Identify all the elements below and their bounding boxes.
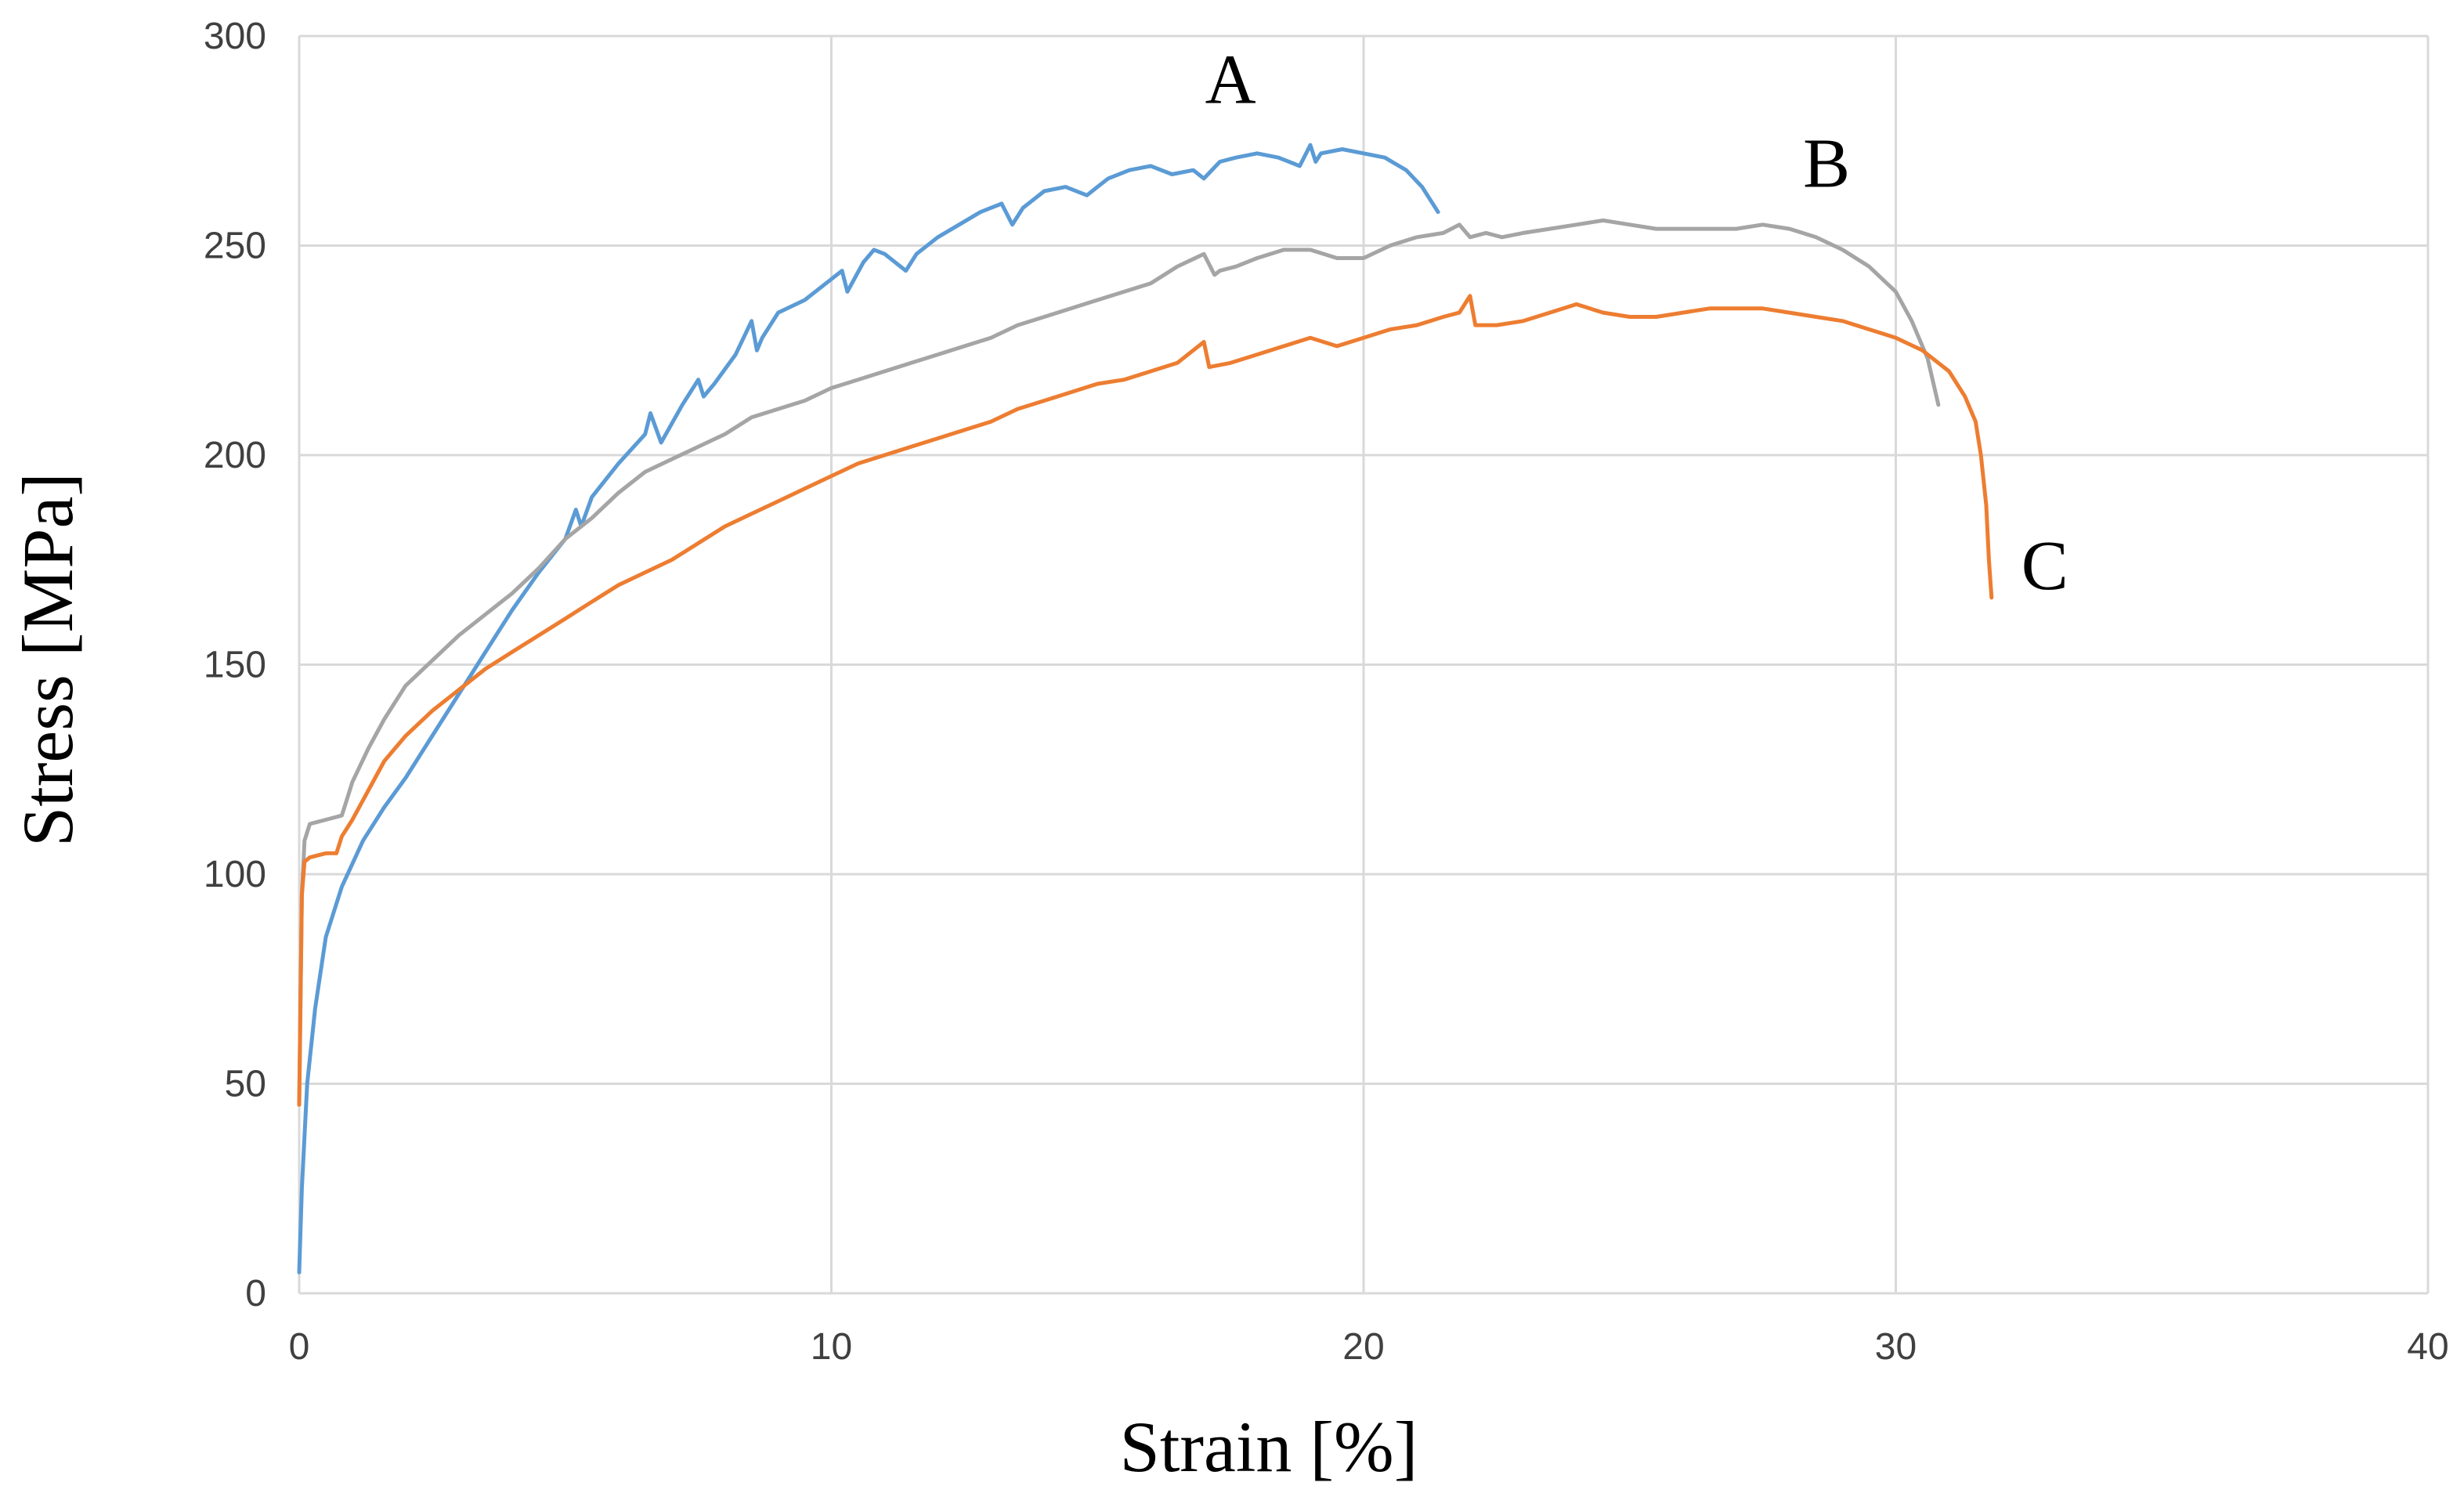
series-lines [297,143,1994,1274]
series-label-c: C [2021,527,2068,605]
series-line-c [297,294,1994,1107]
series-label-a: A [1205,42,1256,119]
y-tick-label: 0 [245,1273,266,1314]
y-tick-label: 200 [204,435,266,476]
y-tick-label: 250 [204,226,266,267]
x-axis-title: Strain [%] [1120,1407,1418,1487]
y-tick-label: 100 [204,854,266,895]
grid [298,34,2430,1295]
series-label-b: B [1803,125,1850,203]
series-line-b [297,218,1941,1107]
x-tick-label: 0 [289,1326,310,1368]
tick-labels: 0 50 100 150 200 250 300 0 10 20 30 40 [204,16,2449,1368]
x-tick-label: 30 [1875,1326,1917,1368]
y-tick-label: 150 [204,645,266,686]
y-tick-label: 300 [204,16,266,57]
series-line-a [297,143,1440,1274]
x-tick-label: 10 [811,1326,852,1368]
y-axis-title: Stress [MPa] [8,472,88,847]
y-tick-label: 50 [225,1064,266,1105]
x-tick-label: 40 [2407,1326,2448,1368]
x-tick-label: 20 [1342,1326,1384,1368]
series-labels: A B C [1205,42,2068,606]
